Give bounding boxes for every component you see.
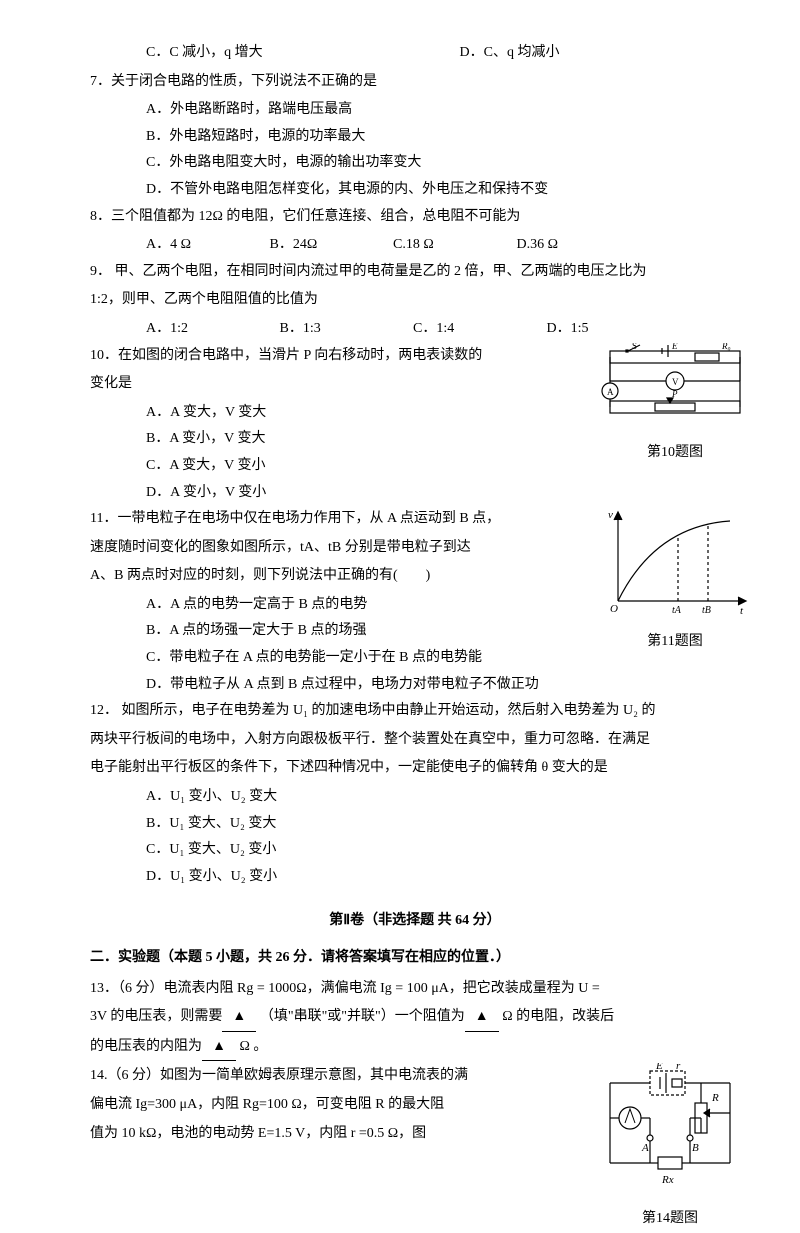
q12-stem1: 12． 如图所示，电子在电势差为 U₁ 的加速电场中由静止开始运动，然后射入电势… <box>90 698 740 725</box>
q9-stem1: 9． 甲、乙两个电阻，在相同时间内流过甲的电荷量是乙的 2 倍，甲、乙两端的电压… <box>90 259 740 286</box>
q12-opt-d: D．U₁ 变小、U₂ 变小 <box>90 864 740 891</box>
q13-blank1: ▲ <box>222 1004 256 1032</box>
f10-label-p: P <box>671 389 678 399</box>
q13-blank3: ▲ <box>202 1034 236 1062</box>
q14-block: E r R A B Rx 第14题图 14.（6 分）如图为一简单欧姆表原理示意… <box>90 1063 740 1147</box>
f14-e: E <box>655 1063 663 1072</box>
section2-title: 第Ⅱ卷（非选择题 共 64 分） <box>90 908 740 935</box>
q7-opt-b: B．外电路短路时，电源的功率最大 <box>90 124 740 151</box>
q13-line3: 的电压表的内阻为▲ Ω 。 <box>90 1034 740 1062</box>
q10-opt-d: D．A 变小，V 变小 <box>90 480 740 507</box>
q6-options: C．C 减小，q 增大 D．C、q 均减小 <box>90 40 740 67</box>
q13-l1d: Ω 的电阻，改装后 <box>502 1009 614 1024</box>
q12-opt-b: B．U₁ 变大、U₂ 变大 <box>90 811 740 838</box>
q7-stem: 7．关于闭合电路的性质，下列说法不正确的是 <box>90 69 740 96</box>
q6-opt-c: C．C 减小，q 增大 <box>146 40 456 67</box>
f14-R: R <box>711 1092 719 1104</box>
f11-ta: tA <box>672 605 682 616</box>
f14-Rx: Rx <box>661 1174 674 1186</box>
q10-block: S E R₀ V A P 第10题图 10．在如图的闭合电路中，当滑片 P 向右… <box>90 343 740 507</box>
q13-blank2: ▲ <box>465 1004 499 1032</box>
q8-stem: 8．三个阻值都为 12Ω 的电阻，它们任意连接、组合，总电阻不可能为 <box>90 204 740 231</box>
q10-figcap: 第10题图 <box>600 440 750 467</box>
q13-line1: 13．（6 分）电流表内阻 Rg = 1000Ω，满偏电流 Ig = 100 μ… <box>90 976 740 1003</box>
q14-figcap: 第14题图 <box>590 1206 750 1233</box>
q12-opt-a: A．U₁ 变小、U₂ 变大 <box>90 784 740 811</box>
f14-r: r <box>676 1063 681 1072</box>
q9-opt-d: D．1:5 <box>547 316 589 343</box>
q14-figure: E r R A B Rx 第14题图 <box>590 1063 750 1232</box>
f11-origin: O <box>610 603 618 615</box>
f14-B: B <box>692 1142 699 1154</box>
q10-figure: S E R₀ V A P 第10题图 <box>600 343 750 467</box>
q8-opt-b: B．24Ω <box>270 232 390 259</box>
q11-opt-d: D．带电粒子从 A 点到 B 点过程中，电场力对带电粒子不做正功 <box>90 672 740 699</box>
q7-opt-d: D．不管外电路电阻怎样变化，其电源的内、外电压之和保持不变 <box>90 177 740 204</box>
q13-l1a: 13．（6 分）电流表内阻 Rg = 1000Ω，满偏电流 Ig = 100 μ… <box>90 981 600 996</box>
q6-opt-d: D．C、q 均减小 <box>460 40 560 67</box>
f10-label-v: V <box>672 377 679 387</box>
f10-label-a: A <box>607 387 614 397</box>
f14-A: A <box>641 1142 649 1154</box>
f11-tb: tB <box>702 605 711 616</box>
q11-figure: v t O tA tB 第11题图 <box>600 506 750 655</box>
q12-stem2: 两块平行板间的电场中，入射方向跟极板平行．整个装置处在真空中，重力可忽略．在满足 <box>90 727 740 754</box>
section2-sub: 二．实验题（本题 5 小题，共 26 分．请将答案填写在相应的位置．） <box>90 945 740 972</box>
q9-opt-b: B．1:3 <box>280 316 410 343</box>
q8-opt-a: A．4 Ω <box>146 232 266 259</box>
q8-opt-d: D.36 Ω <box>517 232 559 259</box>
q9-opt-a: A．1:2 <box>146 316 276 343</box>
q11-figcap: 第11题图 <box>600 629 750 656</box>
f11-axis-x: t <box>740 605 744 616</box>
f10-label-r0: R₀ <box>721 343 731 351</box>
q7-opt-c: C．外电路电阻变大时，电源的输出功率变大 <box>90 150 740 177</box>
f11-axis-y: v <box>608 509 613 521</box>
q9-opt-c: C．1:4 <box>413 316 543 343</box>
q13-l1b: 3V 的电压表，则需要 <box>90 1009 222 1024</box>
q12-opt-c: C．U₁ 变大、U₂ 变小 <box>90 837 740 864</box>
q13-l1c: （填"串联"或"并联"）一个阻值为 <box>260 1009 465 1024</box>
q8-opt-c: C.18 Ω <box>393 232 513 259</box>
q11-block: v t O tA tB 第11题图 11．一带电粒子在电场中仅在电场力作用下，从… <box>90 506 740 698</box>
q8-options: A．4 Ω B．24Ω C.18 Ω D.36 Ω <box>90 232 740 259</box>
q9-options: A．1:2 B．1:3 C．1:4 D．1:5 <box>90 316 740 343</box>
q13-l2b: Ω 。 <box>240 1039 268 1054</box>
q7-opt-a: A．外电路断路时，路端电压最高 <box>90 97 740 124</box>
q13-line2: 3V 的电压表，则需要▲ （填"串联"或"并联"）一个阻值为▲ Ω 的电阻，改装… <box>90 1004 740 1032</box>
q13-l2a: 的电压表的内阻为 <box>90 1039 202 1054</box>
q9-stem2: 1:2，则甲、乙两个电阻阻值的比值为 <box>90 287 740 314</box>
f10-label-s: S <box>632 343 637 351</box>
f10-label-e: E <box>671 343 678 351</box>
q12-stem3: 电子能射出平行板区的条件下，下述四种情况中，一定能使电子的偏转角 θ 变大的是 <box>90 755 740 782</box>
